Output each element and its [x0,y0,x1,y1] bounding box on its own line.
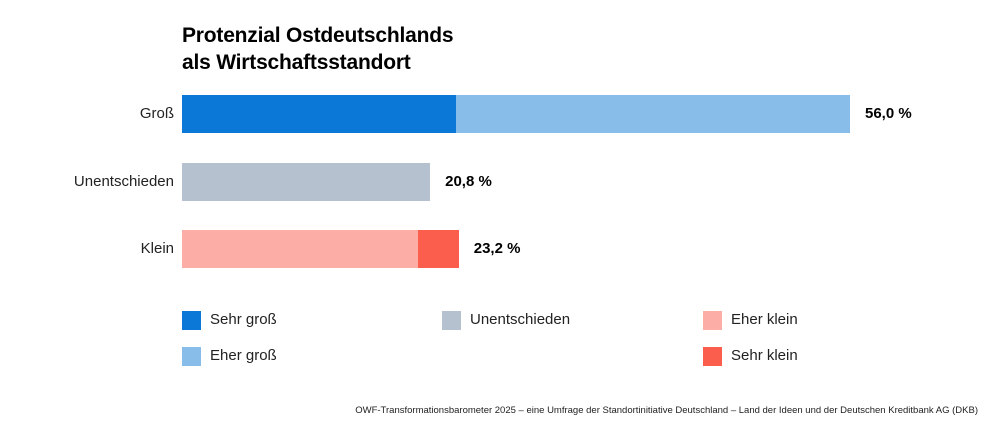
legend-item-eher-klein: Eher klein [703,310,798,330]
legend-label: Eher groß [210,347,277,364]
chart-title-line-2: als Wirtschaftsstandort [182,51,411,74]
legend-item-sehr-klein: Sehr klein [703,346,798,366]
legend-swatch [182,346,201,366]
bar-klein-eher-klein [182,230,419,268]
chart-title-line-1: Protenzial Ostdeutschlands [182,24,454,47]
row-label-gross: Groß [139,105,174,122]
bar-klein-sehr-klein [418,230,459,268]
legend-item-unentschieden: Unentschieden [442,310,570,330]
legend-swatch [703,310,722,330]
value-label-unentschieden: 20,8 % [445,173,492,190]
value-label-gross: 56,0 % [865,105,912,122]
legend-label: Eher klein [731,311,798,328]
legend-label: Unentschieden [470,311,571,328]
legend-item-sehr-gross: Sehr groß [182,310,277,330]
row-label-klein: Klein [140,240,174,257]
value-label-klein: 23,2 % [473,240,521,257]
row-label-unentschieden: Unentschieden [73,173,174,190]
legend-item-eher-gross: Eher groß [182,346,277,366]
legend-label: Sehr groß [210,311,277,328]
legend-swatch [703,346,722,366]
bar-gross-sehr-gross [182,95,457,133]
legend-label: Sehr klein [731,347,798,364]
legend-swatch [442,310,461,330]
source-note: OWF-Transformationsbarometer 2025 – eine… [355,405,978,416]
chart-title: Protenzial Ostdeutschlands als Wirtschaf… [182,22,454,76]
legend-swatch [182,310,201,330]
bar-unentschieden-unentschieden [182,163,431,201]
bar-gross-eher-gross [456,95,850,133]
